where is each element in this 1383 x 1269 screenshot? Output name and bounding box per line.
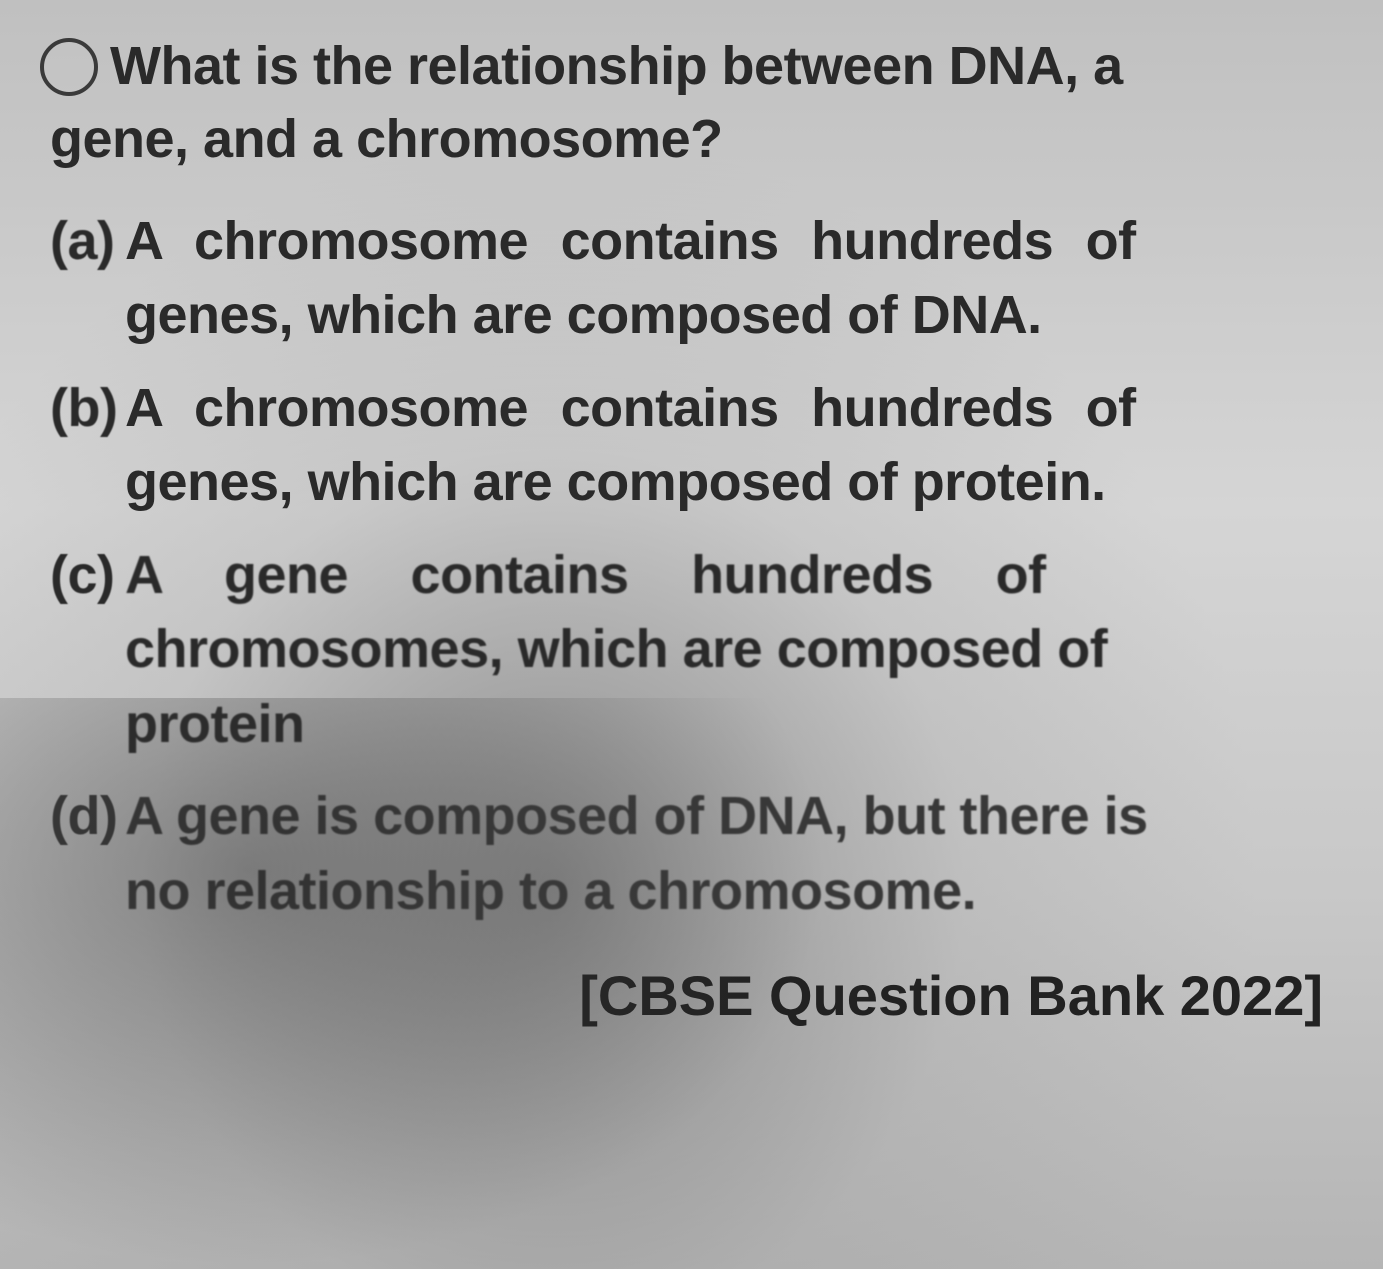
option-c: (c) A gene contains hundreds of chromoso…: [50, 538, 1333, 762]
option-c-line-3: protein: [125, 694, 305, 754]
option-b: (b) A chromosome contains hundreds of ge…: [50, 371, 1333, 520]
option-d-line-1: A gene is composed of DNA, but there is: [125, 786, 1148, 846]
question-stem: What is the relationship between DNA, a …: [110, 30, 1333, 176]
option-c-line-1: A gene contains hundreds of: [125, 545, 1046, 605]
options-list: (a) A chromosome contains hundreds of ge…: [50, 204, 1333, 929]
option-a-label: (a): [50, 204, 125, 279]
question-line-2: gene, and a chromosome?: [50, 103, 1333, 176]
question-number-circle-icon: [40, 38, 98, 96]
option-d-label: (d): [50, 779, 125, 854]
option-d-text: A gene is composed of DNA, but there is …: [125, 779, 1333, 928]
page-container: What is the relationship between DNA, a …: [0, 0, 1383, 1269]
option-a: (a) A chromosome contains hundreds of ge…: [50, 204, 1333, 353]
option-b-line-2: genes, which are composed of protein.: [125, 452, 1106, 512]
option-c-line-2: chromosomes, which are composed of: [125, 619, 1107, 679]
option-a-text: A chromosome contains hundreds of genes,…: [125, 204, 1333, 353]
option-d-line-2: no relationship to a chromosome.: [125, 861, 976, 921]
option-b-text: A chromosome contains hundreds of genes,…: [125, 371, 1333, 520]
option-c-text: A gene contains hundreds of chromosomes,…: [125, 538, 1333, 762]
option-b-label: (b): [50, 371, 125, 446]
option-d: (d) A gene is composed of DNA, but there…: [50, 779, 1333, 928]
option-c-label: (c): [50, 538, 125, 613]
option-a-line-2: genes, which are composed of DNA.: [125, 285, 1042, 345]
option-b-line-1: A chromosome contains hundreds of: [125, 378, 1136, 438]
question-line-1: What is the relationship between DNA, a: [110, 30, 1333, 103]
source-citation: [CBSE Question Bank 2022]: [110, 963, 1333, 1028]
option-a-line-1: A chromosome contains hundreds of: [125, 211, 1136, 271]
